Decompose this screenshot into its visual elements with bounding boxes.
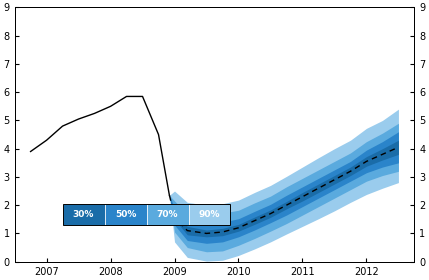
FancyBboxPatch shape (63, 204, 105, 225)
Text: 90%: 90% (199, 210, 220, 219)
Text: 50%: 50% (115, 210, 136, 219)
FancyBboxPatch shape (147, 204, 188, 225)
Text: 30%: 30% (73, 210, 94, 219)
FancyBboxPatch shape (188, 204, 230, 225)
Text: 70%: 70% (157, 210, 178, 219)
FancyBboxPatch shape (105, 204, 147, 225)
